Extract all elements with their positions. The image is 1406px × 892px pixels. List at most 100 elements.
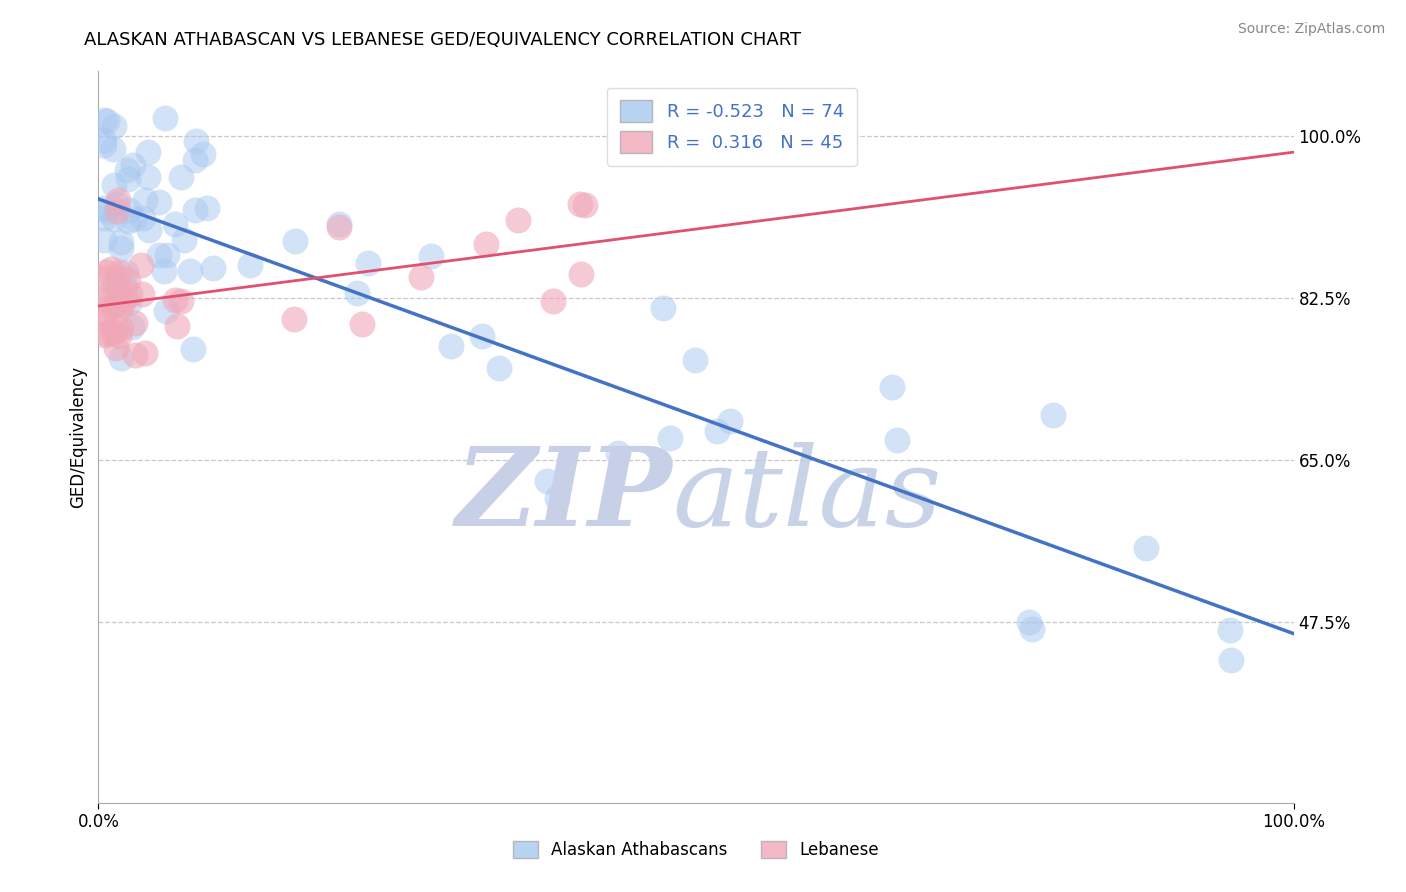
Point xyxy=(101,326,124,341)
Point xyxy=(1219,623,1241,637)
Point xyxy=(155,304,177,318)
Point xyxy=(184,153,207,168)
Point xyxy=(111,298,134,312)
Point xyxy=(108,283,131,297)
Point xyxy=(155,111,177,125)
Point xyxy=(173,233,195,247)
Point xyxy=(105,203,128,218)
Point xyxy=(131,287,153,301)
Point xyxy=(346,285,368,300)
Text: ALASKAN ATHABASCAN VS LEBANESE GED/EQUIVALENCY CORRELATION CHART: ALASKAN ATHABASCAN VS LEBANESE GED/EQUIV… xyxy=(84,31,801,49)
Point xyxy=(136,169,159,184)
Point xyxy=(117,171,139,186)
Point xyxy=(239,258,262,272)
Point xyxy=(117,273,139,287)
Point xyxy=(124,316,146,330)
Point xyxy=(118,203,141,218)
Point xyxy=(118,287,141,301)
Point xyxy=(93,310,115,324)
Point xyxy=(574,198,596,212)
Point xyxy=(93,211,115,225)
Point xyxy=(122,158,145,172)
Point xyxy=(94,326,117,340)
Point xyxy=(191,146,214,161)
Point xyxy=(103,211,125,226)
Point xyxy=(104,341,127,355)
Text: Source: ZipAtlas.com: Source: ZipAtlas.com xyxy=(1237,22,1385,37)
Point xyxy=(169,294,191,309)
Y-axis label: GED/Equivalency: GED/Equivalency xyxy=(69,366,87,508)
Point xyxy=(101,142,124,156)
Point xyxy=(134,346,156,360)
Point xyxy=(568,196,591,211)
Point xyxy=(1135,541,1157,555)
Point xyxy=(156,248,179,262)
Point xyxy=(122,212,145,227)
Point xyxy=(1018,615,1040,630)
Point xyxy=(706,424,728,438)
Point xyxy=(658,431,681,445)
Point xyxy=(166,319,188,334)
Point xyxy=(121,320,143,334)
Point xyxy=(195,201,218,215)
Point xyxy=(104,319,127,334)
Point xyxy=(201,261,224,276)
Point xyxy=(536,474,558,488)
Point xyxy=(165,217,187,231)
Point xyxy=(105,196,128,211)
Point xyxy=(103,280,125,294)
Point xyxy=(96,114,118,128)
Point xyxy=(136,145,159,159)
Point xyxy=(118,295,141,310)
Point xyxy=(97,293,120,308)
Point xyxy=(475,237,498,252)
Point xyxy=(181,342,204,356)
Point xyxy=(1021,622,1043,636)
Point xyxy=(1042,408,1064,422)
Point xyxy=(652,301,675,315)
Point xyxy=(114,265,136,279)
Point xyxy=(110,241,132,255)
Point xyxy=(108,296,131,310)
Point xyxy=(93,233,115,247)
Point xyxy=(93,137,115,152)
Point xyxy=(169,169,191,184)
Point xyxy=(569,268,592,282)
Point xyxy=(134,194,156,208)
Point xyxy=(543,293,565,308)
Point xyxy=(93,270,115,285)
Point xyxy=(93,308,115,322)
Point xyxy=(93,133,115,147)
Point xyxy=(117,214,139,228)
Point xyxy=(110,351,132,366)
Point xyxy=(103,119,125,133)
Point xyxy=(108,329,131,343)
Point xyxy=(110,235,132,250)
Point xyxy=(880,380,903,394)
Point xyxy=(115,163,138,178)
Point xyxy=(152,263,174,277)
Point xyxy=(148,248,170,262)
Point xyxy=(132,211,155,225)
Point xyxy=(148,195,170,210)
Point xyxy=(350,317,373,331)
Point xyxy=(96,287,118,301)
Point xyxy=(108,265,131,279)
Point xyxy=(179,264,201,278)
Point xyxy=(328,218,350,232)
Point xyxy=(124,347,146,361)
Point xyxy=(328,219,350,234)
Point xyxy=(114,279,136,293)
Point xyxy=(283,312,305,326)
Point xyxy=(546,491,568,506)
Point xyxy=(718,414,741,428)
Point xyxy=(409,270,432,285)
Point xyxy=(110,321,132,335)
Text: ZIP: ZIP xyxy=(456,442,672,549)
Point xyxy=(419,249,441,263)
Point xyxy=(184,203,207,218)
Point xyxy=(683,352,706,367)
Point xyxy=(107,193,129,207)
Point xyxy=(506,213,529,227)
Point xyxy=(100,300,122,314)
